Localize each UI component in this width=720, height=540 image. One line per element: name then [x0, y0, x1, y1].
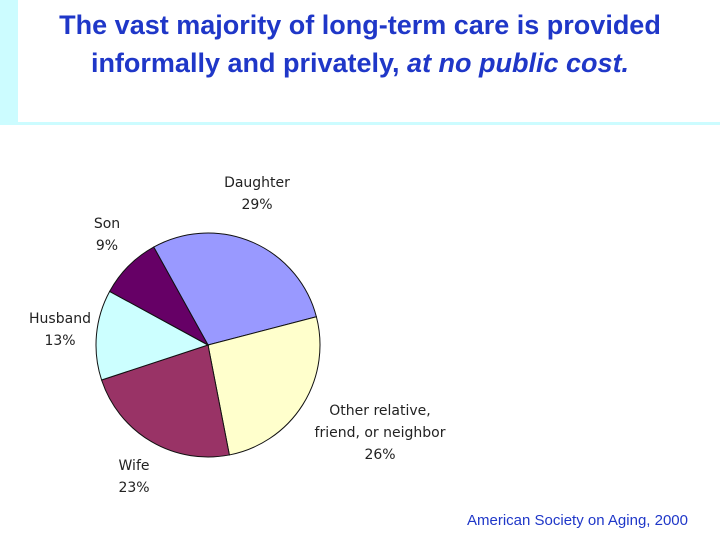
label-daughter: Daughter 29% — [198, 172, 316, 216]
label-wife: Wife 23% — [104, 455, 164, 499]
label-son: Son 9% — [82, 213, 132, 257]
label-other-value: 26% — [364, 447, 396, 463]
pie-slice-daughter — [153, 232, 317, 346]
pie-slice-other — [207, 316, 321, 456]
label-other: Other relative, friend, or neighbor 26% — [300, 400, 460, 466]
label-other-line1: Other relative, — [329, 403, 431, 419]
label-son-name: Son — [93, 216, 121, 232]
label-daughter-name: Daughter — [224, 175, 290, 191]
title-emphasis: at no public cost. — [407, 48, 630, 78]
label-son-value: 9% — [95, 238, 119, 254]
label-other-line2: friend, or neighbor — [314, 425, 446, 441]
pie-slice-husband — [95, 290, 210, 381]
title-panel — [18, 0, 720, 122]
label-wife-value: 23% — [118, 480, 150, 496]
label-husband-name: Husband — [29, 311, 91, 327]
slide-title: The vast majority of long-term care is p… — [40, 6, 680, 82]
label-daughter-value: 29% — [241, 197, 273, 213]
pie-slice-wife — [100, 344, 230, 458]
label-wife-name: Wife — [118, 458, 150, 474]
label-husband: Husband 13% — [20, 308, 100, 352]
source-citation: American Society on Aging, 2000 — [467, 512, 688, 529]
label-husband-value: 13% — [44, 333, 76, 349]
pie-slice-son — [108, 246, 210, 347]
title-plain: The vast majority of long-term care is p… — [59, 10, 661, 78]
